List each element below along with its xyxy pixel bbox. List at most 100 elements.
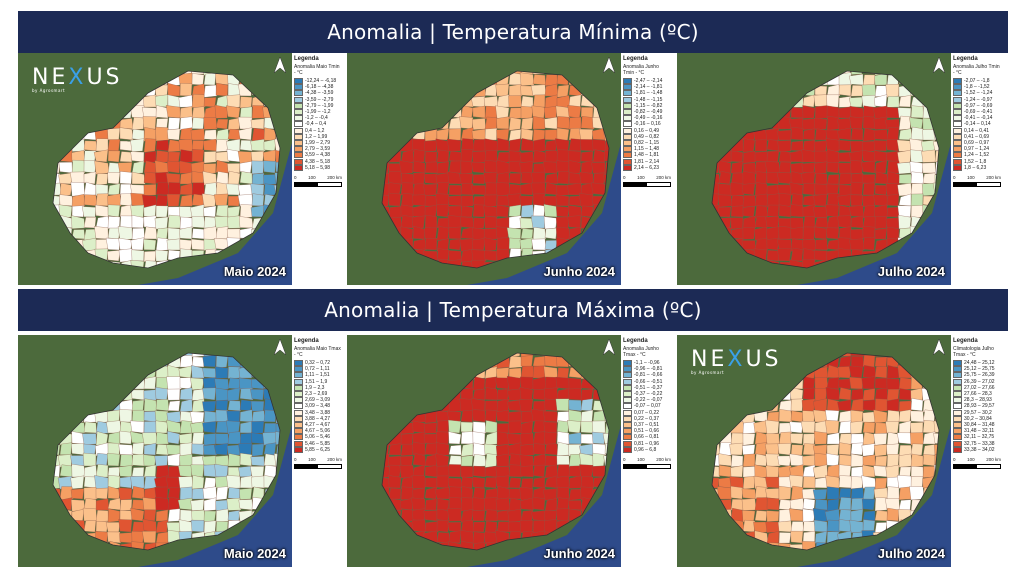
municipality-cell — [873, 433, 888, 446]
municipality-cell — [203, 226, 218, 240]
municipality-cell — [131, 171, 146, 185]
municipality-cell — [898, 115, 912, 131]
municipality-cell — [814, 105, 829, 120]
municipality-cell — [484, 453, 498, 468]
scale-200: 200 km — [327, 174, 342, 180]
municipality-cell — [143, 454, 157, 467]
scale-0: 0 — [953, 174, 956, 180]
legend-label: 0,96 – 6,8 — [634, 446, 657, 453]
legend-swatch — [953, 102, 962, 109]
municipality-cell — [898, 95, 912, 108]
municipality-cell — [777, 248, 792, 262]
legend-swatch — [623, 403, 632, 410]
municipality-cell — [861, 84, 877, 97]
legend-label: 0,72 – 1,11 — [305, 366, 330, 373]
legend-item: 0,72 – 1,11 — [294, 366, 342, 373]
legend-label: 4,27 – 4,67 — [305, 421, 331, 428]
legend-item: -0,41 – -0,14 — [953, 115, 1001, 122]
north-arrow-icon — [602, 56, 616, 78]
legend-swatch — [953, 366, 962, 373]
legend-label: 31,48 – 32,11 — [964, 428, 995, 435]
municipality-cell — [778, 532, 792, 544]
municipality-cell — [754, 193, 768, 207]
scale-bar — [953, 181, 1001, 187]
municipality-cell — [412, 194, 427, 207]
municipality-cell — [58, 172, 73, 185]
municipality-cell — [436, 532, 451, 544]
legend-item: 33,38 – 34,02 — [953, 446, 1001, 453]
municipality-cell — [143, 509, 157, 522]
legend-item: 2,79 – 3,59 — [294, 146, 342, 153]
municipality-cell — [119, 454, 134, 467]
legend-item: 0,07 – 0,22 — [623, 409, 671, 416]
legend-label: 3,09 – 3,48 — [305, 403, 331, 410]
municipality-cell — [71, 215, 86, 229]
municipality-cell — [155, 420, 169, 434]
municipality-cell — [472, 139, 486, 152]
legend-label: -1,99 – -1,2 — [305, 109, 331, 116]
municipality-cell — [860, 160, 876, 174]
municipality-cell — [178, 465, 193, 478]
municipality-cell — [496, 367, 510, 380]
legend-item: 1,51 – 1,9 — [294, 378, 342, 385]
municipality-cell — [874, 422, 888, 435]
municipality-cell — [556, 486, 570, 500]
scale-0: 0 — [294, 456, 297, 462]
municipality-cell — [155, 509, 169, 522]
legend-item: 1,8 – 6,23 — [953, 164, 1001, 171]
municipality-cell — [447, 171, 462, 185]
municipality-cell — [436, 520, 450, 533]
legend-item: -1,15 – -0,82 — [623, 102, 671, 109]
municipality-cell — [119, 118, 134, 130]
municipality-cell — [591, 465, 606, 478]
legend-label: -0,22 – -0,07 — [634, 397, 663, 404]
municipality-cell — [766, 226, 780, 241]
municipality-cell — [118, 237, 133, 251]
municipality-cell — [424, 227, 438, 240]
municipality-cell — [849, 376, 864, 390]
municipality-cell — [472, 227, 486, 241]
ocean — [138, 143, 292, 285]
municipality-cell — [897, 183, 913, 197]
municipality-cell — [579, 464, 594, 478]
municipality-cell — [520, 72, 535, 86]
municipality-cell — [239, 140, 253, 152]
legend-label: -2,79 – -1,99 — [305, 102, 334, 109]
municipality-cell — [886, 431, 900, 446]
municipality-cell — [790, 398, 804, 412]
municipality-cell — [131, 541, 145, 550]
municipality-cell — [802, 94, 816, 108]
legend-title: Anomalia Julho Tmin - °C — [953, 64, 1000, 76]
municipality-cell — [239, 475, 254, 489]
legend-swatch — [953, 109, 962, 116]
municipality-cell — [237, 194, 253, 207]
legend-label: -0,14 – 0,14 — [964, 121, 991, 128]
municipality-cell — [766, 172, 780, 185]
municipality-cell — [520, 106, 534, 119]
municipality-cell — [263, 442, 277, 456]
legend-label: 3,59 – 4,38 — [305, 152, 331, 159]
municipality-cell — [922, 172, 937, 185]
municipality-cell — [155, 194, 169, 208]
municipality-cell — [203, 205, 217, 218]
municipality-cell — [239, 204, 253, 219]
municipality-cell — [250, 183, 265, 196]
legend-swatch — [623, 78, 632, 85]
legend-swatch — [294, 446, 303, 453]
legend-item: 1,2 – 1,99 — [294, 133, 342, 140]
municipality-cell — [898, 499, 912, 511]
municipality-cell — [862, 71, 876, 75]
legend-label: 0,16 – 0,49 — [634, 127, 660, 134]
municipality-cell — [790, 204, 804, 218]
municipality-cell — [885, 150, 900, 163]
legend-swatch — [294, 397, 303, 404]
municipality-cell — [568, 388, 582, 401]
municipality-cell — [555, 398, 570, 412]
legend-swatch — [294, 428, 303, 435]
legend-item: 25,75 – 26,39 — [953, 372, 1001, 379]
legend: Legenda Anomalia Junho Tmin - °C -2,47 – … — [621, 53, 673, 285]
legend-heading: Legenda — [623, 56, 648, 62]
municipality-cell — [580, 433, 595, 445]
municipality-cell — [778, 509, 792, 523]
municipality-cell — [742, 421, 756, 434]
